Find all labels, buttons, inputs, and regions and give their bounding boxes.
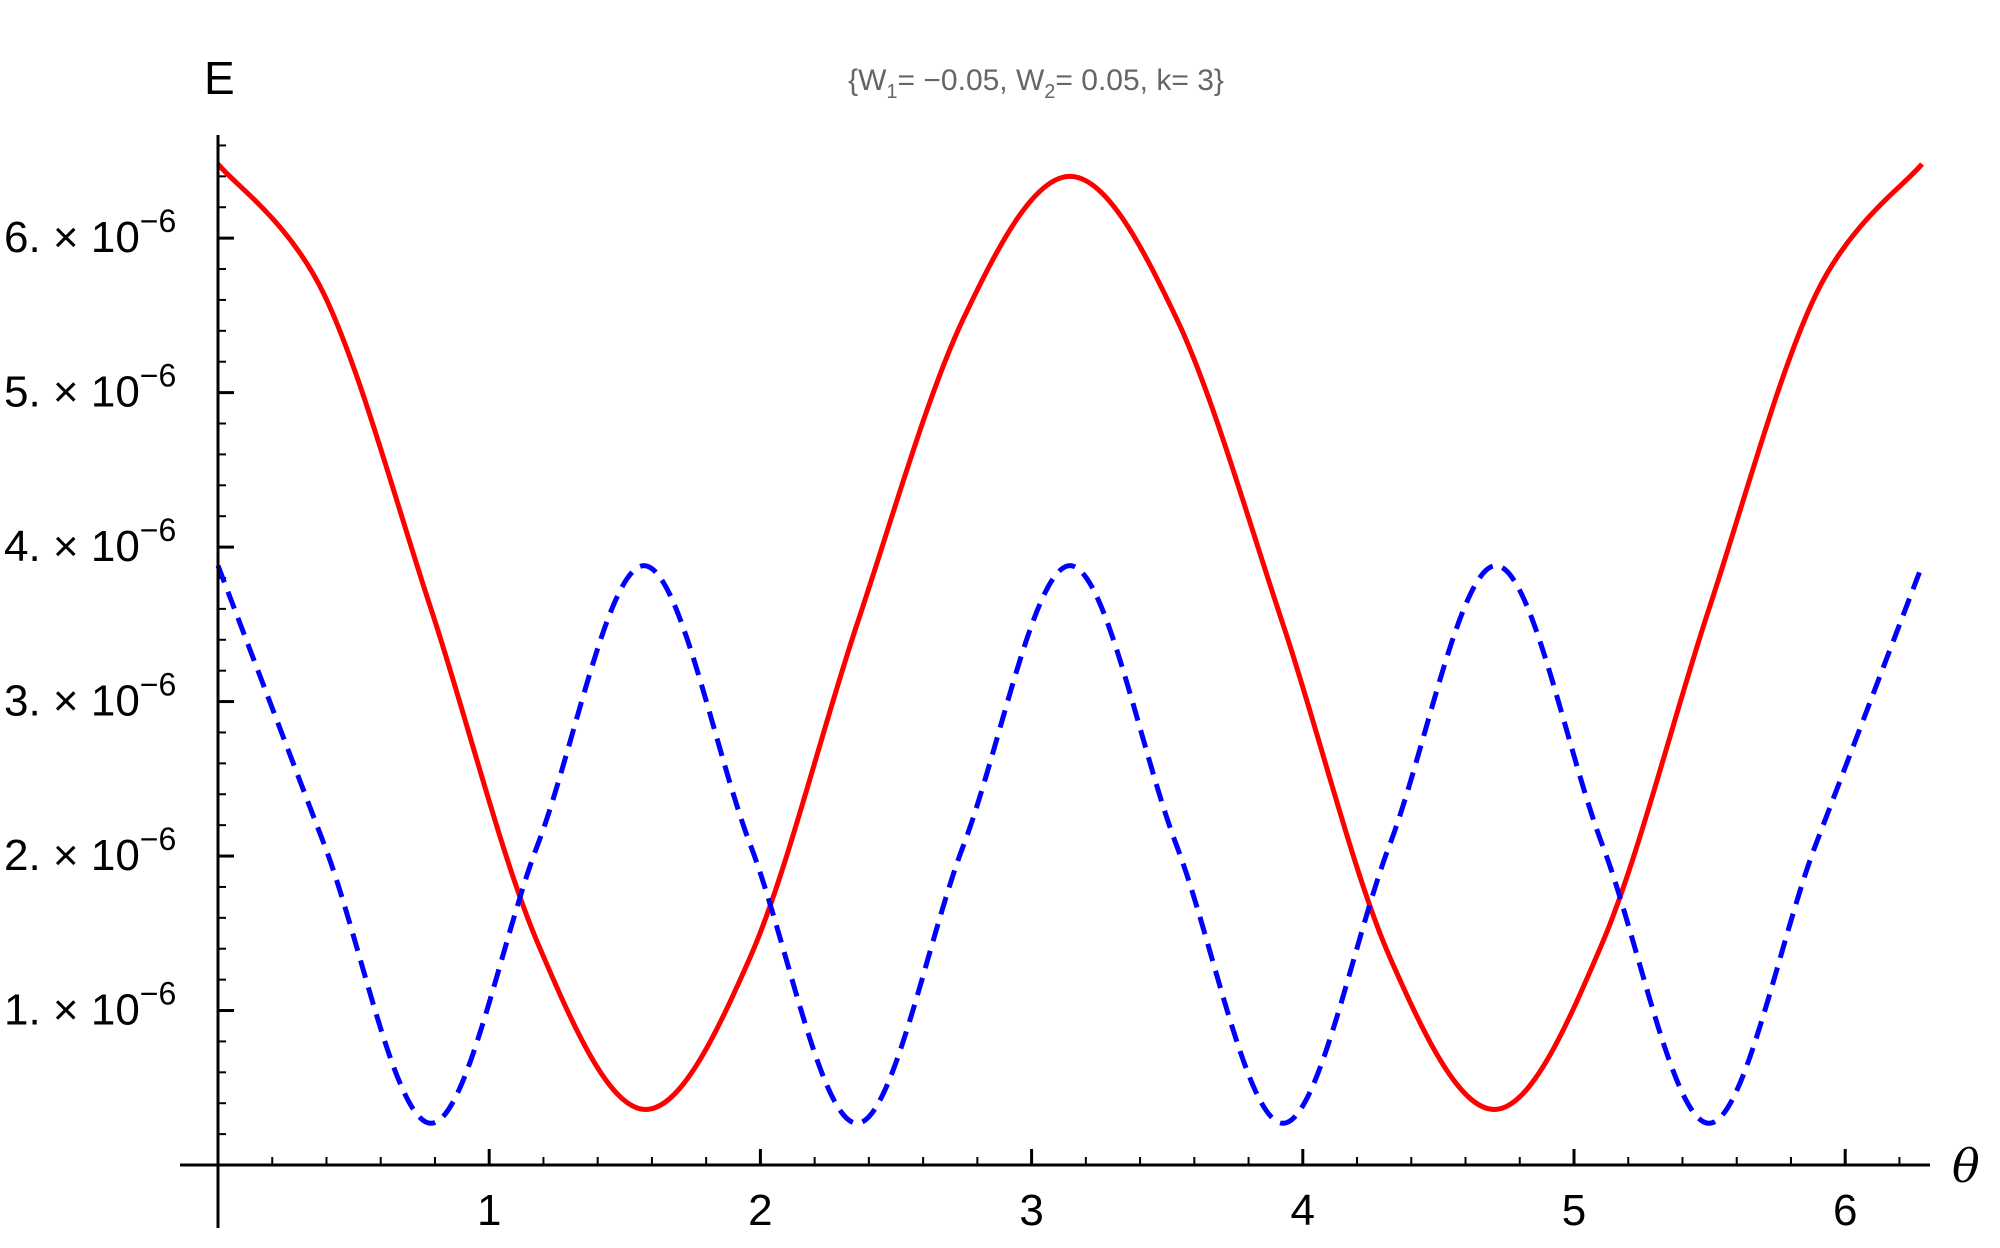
- y-tick-label: 5. × 10−6: [4, 358, 176, 417]
- x-tick-label: 3: [1019, 1186, 1043, 1235]
- x-tick-label: 4: [1291, 1186, 1315, 1235]
- y-tick-labels: 1. × 10−6 2. × 10−6 3. × 10−6 4. × 10−6 5. ×…: [4, 203, 176, 1034]
- y-tick-label: 2. × 10−6: [4, 821, 176, 880]
- x-tick-label: 5: [1562, 1186, 1586, 1235]
- chart-title: {W1= −0.05, W2= 0.05, k= 3}: [848, 64, 1224, 103]
- x-tick-label: 2: [748, 1186, 772, 1235]
- y-tick-label: 6. × 10−6: [4, 203, 176, 262]
- series-layer: [215, 162, 1925, 1126]
- x-tick-labels: 1 2 3 4 5 6: [477, 1186, 1857, 1235]
- y-tick-label: 4. × 10−6: [4, 512, 176, 571]
- y-axis-label: E: [204, 52, 235, 104]
- x-axis-label: θ: [1952, 1139, 1980, 1193]
- x-tick-label: 1: [477, 1186, 501, 1235]
- y-tick-label: 1. × 10−6: [4, 976, 176, 1035]
- series-line-solid: [216, 162, 1924, 1112]
- series-line-dashed: [215, 563, 1925, 1126]
- x-tick-label: 6: [1833, 1186, 1857, 1235]
- axis-ticks: [218, 144, 1901, 1165]
- y-tick-label: 3. × 10−6: [4, 667, 176, 726]
